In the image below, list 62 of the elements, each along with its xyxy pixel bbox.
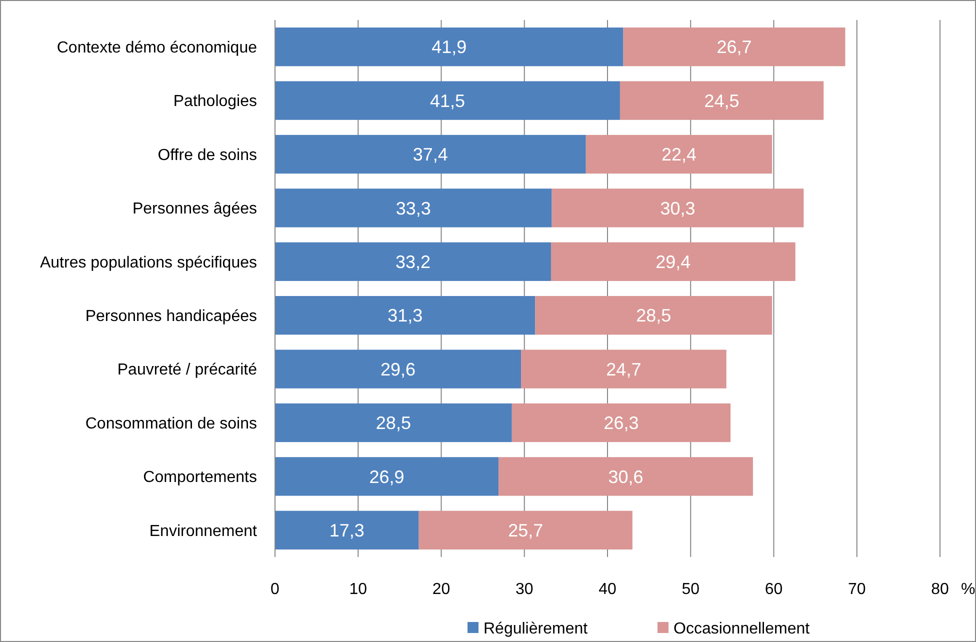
- data-label: 41,5: [430, 90, 466, 111]
- bar: [275, 403, 512, 442]
- bar: [418, 510, 632, 550]
- legend-label: Occasionnellement: [674, 620, 810, 638]
- y-tick-label: Personnes handicapées: [85, 308, 257, 325]
- x-tick-label: 60: [764, 581, 783, 598]
- bar: [521, 350, 726, 388]
- bar: [275, 457, 499, 496]
- y-tick-label: Consommation de soins: [85, 415, 257, 432]
- data-label: 28,5: [376, 413, 411, 434]
- data-label: 29,6: [380, 359, 416, 380]
- data-label: 37,4: [412, 144, 448, 165]
- y-tick-label: Pathologies: [173, 93, 257, 110]
- data-label: 30,3: [660, 198, 696, 218]
- data-label: 31,3: [388, 306, 423, 326]
- y-tick-label: Contexte démo économique: [56, 39, 258, 56]
- bar: [275, 81, 620, 120]
- data-label: 41,9: [432, 37, 467, 58]
- data-label: 25,7: [508, 520, 544, 540]
- x-tick-label: 40: [598, 581, 616, 598]
- bar: [512, 403, 731, 442]
- x-tick-label: 70: [848, 581, 866, 598]
- bar: [275, 296, 536, 335]
- data-label: 30,6: [608, 466, 644, 487]
- bar: [535, 296, 772, 335]
- x-tick-label: 50: [682, 581, 700, 598]
- bar: [550, 242, 796, 281]
- bar: [275, 242, 551, 281]
- x-tick-label: 10: [349, 581, 368, 598]
- data-label: 29,4: [656, 252, 691, 272]
- y-tick-label: Comportements: [143, 469, 257, 486]
- bar: [275, 28, 624, 66]
- data-label: 26,7: [716, 37, 752, 58]
- y-tick-label: Personnes âgées: [132, 200, 257, 218]
- y-tick-label: Environnement: [149, 522, 258, 540]
- data-label: 24,7: [606, 359, 642, 380]
- bar: [275, 510, 419, 550]
- bar: [498, 457, 753, 496]
- x-tick-label: 20: [432, 581, 450, 598]
- data-label: 33,2: [395, 252, 431, 272]
- x-axis-title: %: [961, 581, 976, 598]
- bar: [620, 81, 824, 120]
- data-label: 28,5: [636, 306, 672, 326]
- bar: [275, 188, 552, 228]
- data-label: 17,3: [329, 520, 364, 540]
- data-label: 24,5: [704, 90, 740, 111]
- legend-label: Régulièrement: [484, 620, 588, 638]
- y-tick-label: Autres populations spécifiques: [40, 254, 257, 272]
- bar: [586, 134, 772, 174]
- y-tick-label: Offre de soins: [158, 146, 257, 164]
- x-tick-label: 0: [270, 581, 280, 598]
- x-tick-label: 30: [515, 581, 534, 598]
- data-label: 26,3: [604, 413, 639, 434]
- bar: [275, 134, 586, 174]
- bar: [275, 350, 522, 388]
- data-label: 26,9: [369, 466, 404, 487]
- y-tick-label: Pauvreté / précarité: [117, 362, 258, 379]
- data-label: 22,4: [661, 144, 697, 165]
- bar: [623, 28, 846, 66]
- data-label: 33,3: [396, 198, 431, 218]
- bar: [552, 188, 804, 228]
- x-tick-label: 80: [931, 581, 949, 598]
